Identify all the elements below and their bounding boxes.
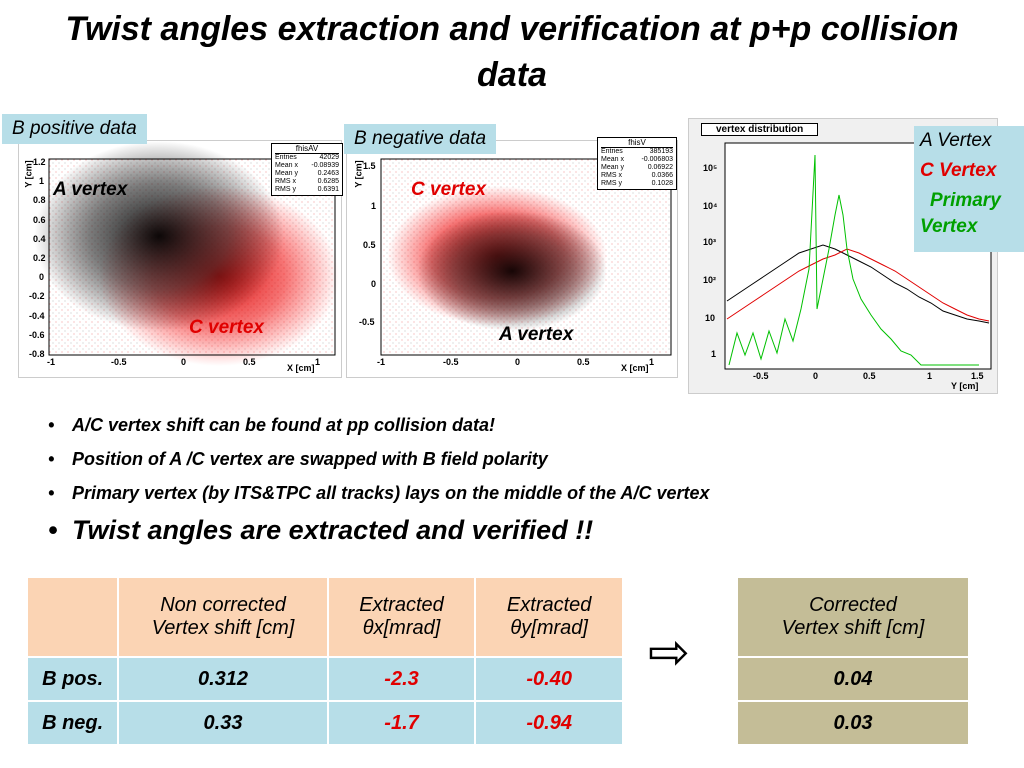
right-arrow-icon: ⇨ (648, 624, 690, 680)
page-title: Twist angles extraction and verification… (65, 10, 959, 94)
bullet-item-emphasis: • Twist angles are extracted and verified… (48, 515, 594, 545)
bullet-item: • Primary vertex (by ITS&TPC all tracks) … (48, 483, 710, 503)
tag-b-negative: B negative data (344, 124, 497, 154)
scatter-canvas-mid (380, 158, 672, 356)
x-axis-label: X [cm] (621, 363, 649, 373)
scatter-plot-b-negative: fhisV Entries 385193 Mean x -0.006803 Mean… (346, 137, 678, 378)
stats-box-left: fhisAV Entries 42029 Mean x -0.08939 Mean … (271, 143, 343, 196)
histogram-title: vertex distribution (701, 123, 819, 136)
legend-primary: Primary (930, 190, 1001, 211)
c-vertex-label: C vertex (189, 317, 264, 338)
legend-a-vertex: A Vertex (920, 130, 992, 151)
stats-title: fhisV (601, 139, 673, 148)
tag-b-positive: B positive data (2, 114, 147, 144)
c-vertex-label: C vertex (411, 179, 486, 200)
legend-box: A Vertex C Vertex Primary Vertex (914, 126, 1024, 252)
a-vertex-label: A vertex (53, 179, 128, 200)
bullet-item: • A/C vertex shift can be found at pp col… (48, 415, 496, 435)
bullet-item: • Position of A /C vertex are swapped wit… (48, 449, 548, 469)
twist-angle-table: Non corrected Vertex shift [cm] Extracted… (25, 576, 624, 746)
a-vertex-label: A vertex (499, 324, 574, 345)
x-axis-label: X [cm] (287, 363, 315, 373)
table-row: 0.03 (736, 700, 970, 746)
legend-c-vertex: C Vertex (920, 160, 997, 181)
stats-box-mid: fhisV Entries 385193 Mean x -0.006803 Mean… (597, 137, 677, 190)
corrected-shift-table: Corrected Vertex shift [cm] 0.04 0.03 (736, 576, 970, 746)
table-row: B neg. 0.33 -1.7 -0.94 (25, 700, 624, 746)
table-row: B pos. 0.312 -2.3 -0.40 (25, 656, 624, 702)
x-axis-label: Y [cm] (951, 381, 979, 391)
legend-vertex: Vertex (920, 216, 978, 237)
stats-title: fhisAV (275, 145, 339, 154)
bullet-list: • A/C vertex shift can be found at pp col… (48, 408, 710, 550)
table-row: 0.04 (736, 656, 970, 702)
scatter-plot-b-positive: fhisAV Entries 42029 Mean x -0.08939 Mean … (18, 140, 343, 378)
